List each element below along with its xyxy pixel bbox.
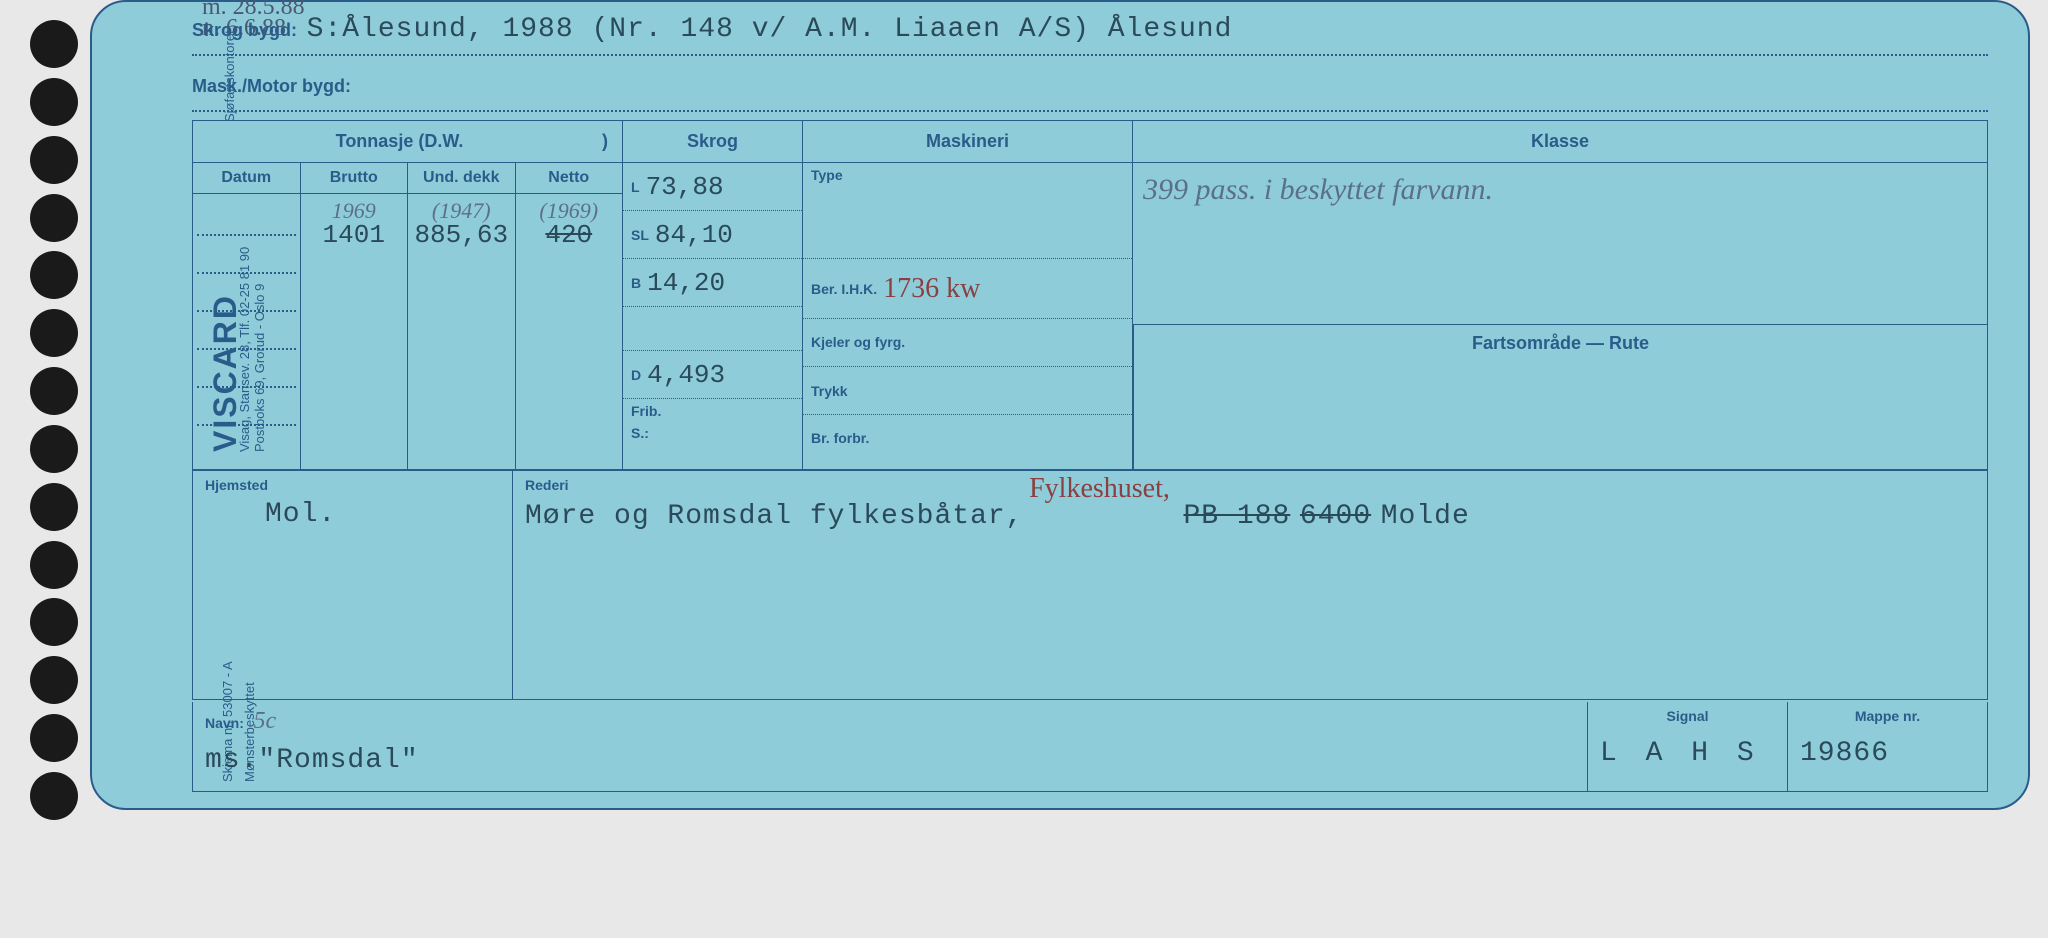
datum-header: Datum — [193, 163, 300, 194]
skrog-body: L73,88 SL84,10 B14,20 D4,493 Frib. S.: — [623, 163, 802, 469]
hole — [30, 309, 78, 357]
motor-bygd-row: Mask./Motor bygd: — [192, 70, 1988, 112]
skrog-L: 73,88 — [646, 172, 724, 202]
hole — [30, 772, 78, 820]
br-forbr-label: Br. forbr. — [811, 431, 869, 446]
navn-row: Navn: 5c ms."Romsdal" Signal L A H S Map… — [192, 702, 1988, 792]
kjeler-label: Kjeler og fyrg. — [811, 335, 905, 350]
netto-col: Netto (1969) 420 — [516, 163, 623, 469]
klasse-header: Klasse — [1133, 121, 1987, 163]
hole — [30, 20, 78, 68]
signal-value: L A H S — [1600, 738, 1775, 769]
hjemsted-value: Mol. — [205, 499, 500, 530]
index-card: m. 28.5.88 n. 6.6.88 VISCARD Visag, Stan… — [90, 0, 2030, 810]
hole — [30, 656, 78, 704]
skrog-B: 14,20 — [647, 268, 725, 298]
hole — [30, 136, 78, 184]
hole — [30, 598, 78, 646]
frib-label: Frib. — [631, 403, 661, 419]
hole — [30, 714, 78, 762]
rederi-struck: PB 188 — [1183, 501, 1290, 532]
brutto-value: 1401 — [305, 220, 404, 250]
und-dekk-header: Und. dekk — [408, 163, 515, 194]
hjemsted-cell: Hjemsted Mol. — [193, 471, 513, 699]
tonnasje-header-text: Tonnasje (D.W. — [336, 131, 464, 151]
s-label: S.: — [631, 425, 649, 441]
hole — [30, 541, 78, 589]
hole — [30, 251, 78, 299]
rederi-main: Møre og Romsdal fylkesbåtar, — [525, 501, 1023, 532]
rederi-struck2: 6400 — [1300, 501, 1371, 532]
motor-bygd-label: Mask./Motor bygd: — [192, 76, 351, 96]
und-dekk-value: 885,63 — [412, 220, 511, 250]
navn-value: ms."Romsdal" — [205, 745, 1575, 776]
tonnasje-column: Tonnasje (D.W. ) Datum Brutto 1969 1401 — [192, 120, 622, 470]
klasse-column: Klasse 399 pass. i beskyttet farvann. Fa… — [1132, 120, 1988, 470]
hole — [30, 367, 78, 415]
signal-label: Signal — [1600, 708, 1775, 724]
navn-label: Navn: — [205, 715, 244, 731]
brutto-body: 1969 1401 — [301, 194, 408, 469]
skrog-bygd-value: S:Ålesund, 1988 (Nr. 148 v/ A.M. Liaaen … — [307, 14, 1233, 45]
ber-ihk-value: 1736 kw — [883, 273, 980, 305]
skrog-bygd-row: Skrog bygd: S:Ålesund, 1988 (Nr. 148 v/ … — [192, 14, 1988, 56]
klasse-body: 399 pass. i beskyttet farvann. — [1133, 163, 1987, 217]
klasse-note: 399 pass. i beskyttet farvann. — [1143, 173, 1493, 206]
skrog-bygd-label: Skrog bygd: — [192, 20, 297, 40]
tonnasje-header-close: ) — [602, 131, 618, 152]
rederi-end: Molde — [1381, 501, 1470, 532]
mappe-value: 19866 — [1800, 738, 1975, 769]
hole — [30, 194, 78, 242]
ber-ihk-label: Ber. I.H.K. — [811, 281, 877, 297]
mappe-cell: Mappe nr. 19866 — [1787, 702, 1987, 791]
navn-cell: Navn: 5c ms."Romsdal" — [193, 702, 1587, 791]
netto-value: 420 — [520, 220, 619, 250]
rederi-cell: Rederi Møre og Romsdal fylkesbåtar, Fylk… — [513, 471, 1987, 699]
hole — [30, 78, 78, 126]
signal-cell: Signal L A H S — [1587, 702, 1787, 791]
maskineri-header: Maskineri — [803, 121, 1132, 163]
hjemsted-label: Hjemsted — [205, 477, 500, 493]
rederi-hand: Fylkeshuset, — [1029, 473, 1170, 504]
punch-holes — [30, 20, 90, 820]
skrog-header: Skrog — [623, 121, 802, 163]
und-dekk-body: (1947) 885,63 — [408, 194, 515, 469]
hole — [30, 483, 78, 531]
tonnasje-header: Tonnasje (D.W. ) — [193, 121, 622, 163]
und-dekk-col: Und. dekk (1947) 885,63 — [408, 163, 516, 469]
hole — [30, 425, 78, 473]
netto-body: (1969) 420 — [516, 194, 623, 469]
brutto-col: Brutto 1969 1401 — [301, 163, 409, 469]
skrog-column: Skrog L73,88 SL84,10 B14,20 D4,493 Frib.… — [622, 120, 802, 470]
tonnasje-subcolumns: Datum Brutto 1969 1401 Und. dekk (1947) — [193, 163, 622, 469]
rederi-label: Rederi — [525, 477, 1975, 493]
netto-header: Netto — [516, 163, 623, 194]
main-table: Tonnasje (D.W. ) Datum Brutto 1969 1401 — [192, 120, 1988, 470]
maskineri-column: Maskineri Type Ber. I.H.K. 1736 kw Kjele… — [802, 120, 1132, 470]
skrog-SL: 84,10 — [655, 220, 733, 250]
fartsomrade-box: Fartsområde — Rute — [1133, 324, 1987, 469]
navn-hand-no: 5c — [254, 708, 277, 734]
fart-label: Fartsområde — Rute — [1142, 333, 1979, 354]
maskineri-body: Type Ber. I.H.K. 1736 kw Kjeler og fyrg.… — [803, 163, 1132, 469]
trykk-label: Trykk — [811, 383, 848, 399]
brutto-header: Brutto — [301, 163, 408, 194]
mappe-label: Mappe nr. — [1800, 708, 1975, 724]
hjemsted-rederi-row: Hjemsted Mol. Rederi Møre og Romsdal fyl… — [192, 470, 1988, 700]
skrog-D: 4,493 — [647, 360, 725, 390]
datum-body — [193, 194, 300, 469]
type-label: Type — [811, 167, 843, 183]
datum-col: Datum — [193, 163, 301, 469]
